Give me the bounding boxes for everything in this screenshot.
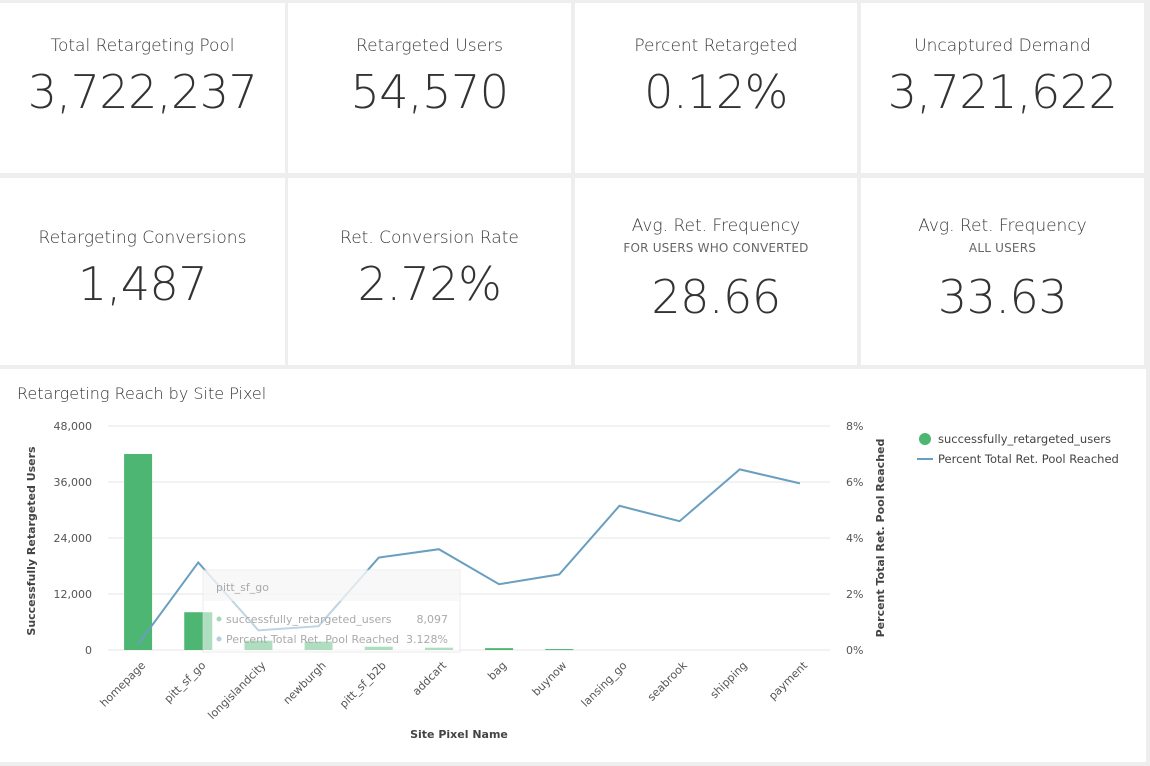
bar[interactable] (545, 649, 574, 651)
x-tick-label: buynow (530, 659, 570, 699)
kpi-tile-frequency-all: Avg. Ret. Frequency ALL USERS 33.63 (861, 178, 1144, 365)
kpi-value: 3,722,237 (27, 65, 258, 119)
x-tick-label: pitt_sf_go (162, 659, 209, 706)
legend-label: successfully_retargeted_users (938, 432, 1111, 446)
tooltip-title: pitt_sf_go (216, 581, 269, 594)
kpi-value: 3,721,622 (887, 65, 1118, 119)
y2-tick-label: 0% (846, 644, 863, 657)
y-tick-label: 0 (85, 644, 92, 657)
kpi-value: 33.63 (937, 270, 1068, 324)
kpi-tile-conversions: Retargeting Conversions 1,487 (0, 178, 285, 365)
kpi-value: 28.66 (651, 270, 781, 324)
x-tick-label: longislandcity (205, 659, 268, 722)
kpi-title: Uncaptured Demand (914, 36, 1091, 56)
x-tick-label: seabrook (645, 658, 690, 703)
tooltip-value: 3.128% (406, 633, 448, 646)
kpi-tile-total-pool: Total Retargeting Pool 3,722,237 (0, 3, 285, 173)
kpi-value: 2.72% (357, 257, 502, 311)
kpi-title: Percent Retargeted (634, 36, 798, 56)
bar[interactable] (124, 454, 153, 650)
line-point[interactable] (135, 641, 141, 647)
kpi-tile-percent-retargeted: Percent Retargeted 0.12% (575, 3, 857, 173)
x-tick-label: payment (766, 658, 810, 702)
y2-tick-label: 6% (846, 476, 863, 489)
line-point[interactable] (436, 546, 442, 552)
line-point[interactable] (677, 518, 683, 524)
x-tick-label: homepage (98, 659, 149, 710)
kpi-title: Avg. Ret. Frequency (918, 216, 1087, 236)
y2-axis-title: Percent Total Ret. Pool Reached (874, 439, 887, 638)
x-tick-label: bag (485, 659, 509, 683)
line-point[interactable] (737, 466, 743, 472)
x-tick-label: addcart (410, 658, 450, 698)
x-tick-label: lansing_go (579, 659, 630, 710)
x-tick-label: newburgh (281, 659, 329, 707)
kpi-value: 0.12% (644, 65, 788, 119)
legend-label: Percent Total Ret. Pool Reached (938, 452, 1119, 466)
y2-tick-label: 4% (846, 532, 863, 545)
kpi-value: 1,487 (77, 257, 208, 311)
y-tick-label: 12,000 (54, 588, 93, 601)
line-point[interactable] (376, 555, 382, 561)
kpi-title: Ret. Conversion Rate (340, 228, 519, 248)
x-tick-label: pitt_sf_b2b (337, 659, 389, 711)
bar[interactable] (485, 648, 514, 650)
y-axis-title: Successfully Retargeted Users (25, 446, 38, 636)
kpi-value: 54,570 (350, 65, 509, 119)
x-axis-title: Site Pixel Name (410, 728, 508, 741)
kpi-subtitle: ALL USERS (968, 241, 1037, 255)
kpi-title: Retargeting Conversions (38, 228, 247, 248)
kpi-subtitle: FOR USERS WHO CONVERTED (623, 241, 809, 255)
kpi-tile-retargeted-users: Retargeted Users 54,570 (288, 3, 571, 173)
x-tick-label: shipping (708, 659, 750, 701)
tooltip-label: Percent Total Ret. Pool Reached (226, 633, 399, 646)
line-point[interactable] (496, 581, 502, 587)
chart-title: Retargeting Reach by Site Pixel (17, 384, 267, 403)
kpi-title: Avg. Ret. Frequency (631, 216, 801, 236)
y2-tick-label: 2% (846, 588, 863, 601)
line-point[interactable] (797, 480, 803, 486)
y-tick-label: 48,000 (54, 420, 93, 433)
kpi-tile-conversion-rate: Ret. Conversion Rate 2.72% (288, 178, 571, 365)
line-point[interactable] (616, 503, 622, 509)
kpi-title: Retargeted Users (356, 36, 503, 56)
y-tick-label: 36,000 (54, 476, 93, 489)
tooltip-header (204, 571, 459, 601)
kpi-title: Total Retargeting Pool (50, 36, 235, 56)
chart-panel: Retargeting Reach by Site Pixel 0 12,000 2… (0, 369, 1146, 762)
y2-tick-label: 8% (846, 420, 863, 433)
tooltip-label: successfully_retargeted_users (226, 613, 392, 626)
line-point[interactable] (556, 571, 562, 577)
tooltip-swatch (216, 636, 222, 642)
legend-swatch-bar (919, 433, 931, 445)
y-tick-label: 24,000 (54, 532, 93, 545)
tooltip-swatch (216, 616, 222, 622)
tooltip-value: 8,097 (417, 613, 449, 626)
kpi-tile-uncaptured-demand: Uncaptured Demand 3,721,622 (861, 3, 1144, 173)
line-point[interactable] (195, 559, 201, 565)
kpi-tile-frequency-converted: Avg. Ret. Frequency FOR USERS WHO CONVER… (575, 178, 857, 365)
combo-chart[interactable]: 0 12,000 24,000 36,000 48,000 0% 2% 4% 6% 8% homep… (0, 369, 1146, 762)
